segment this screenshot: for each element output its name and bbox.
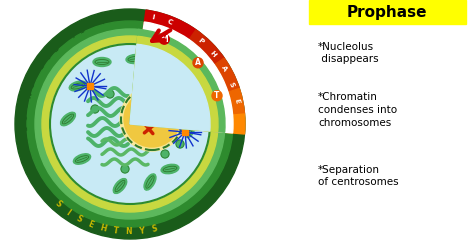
Text: I: I [231,151,237,155]
Text: T: T [223,169,230,176]
Ellipse shape [73,154,91,164]
Ellipse shape [193,58,203,68]
Text: N: N [125,227,132,237]
Circle shape [161,123,164,125]
Wedge shape [130,89,245,124]
Text: N: N [22,91,30,98]
Text: ₁: ₁ [187,211,193,217]
Wedge shape [130,44,210,131]
Circle shape [15,9,245,239]
Text: P: P [197,37,204,45]
Text: E: E [19,125,25,130]
Text: E: E [233,98,240,104]
Ellipse shape [212,91,222,101]
Wedge shape [130,114,245,134]
Text: ₂: ₂ [89,20,94,27]
Text: A: A [43,51,51,59]
Ellipse shape [61,112,75,126]
Circle shape [50,44,210,204]
Text: P: P [207,192,215,200]
Circle shape [124,91,180,147]
Text: G: G [215,181,223,189]
Text: F: F [232,144,239,149]
Text: G: G [77,24,85,32]
Text: C: C [166,19,173,26]
Circle shape [121,165,129,173]
Ellipse shape [161,164,179,174]
Text: C: C [19,114,26,120]
Text: *Separation
of centrosomes: *Separation of centrosomes [318,165,399,187]
Text: R: R [228,156,236,163]
Text: T: T [112,226,119,236]
Circle shape [161,150,169,158]
Ellipse shape [69,81,87,91]
Circle shape [145,120,147,123]
Circle shape [176,140,184,148]
Circle shape [120,87,184,151]
Wedge shape [130,92,233,124]
Wedge shape [130,36,218,132]
Text: S: S [228,81,235,88]
Circle shape [138,112,142,115]
Text: H: H [209,49,217,58]
Text: (: ( [69,30,74,36]
Circle shape [106,90,114,98]
Text: M: M [160,35,168,44]
Text: ): ) [100,16,104,23]
Ellipse shape [144,174,156,190]
Circle shape [27,21,233,227]
Text: T: T [214,91,220,100]
Circle shape [136,70,144,78]
Text: Y: Y [138,227,145,236]
Text: E: E [87,219,95,230]
Wedge shape [130,10,196,124]
Circle shape [156,100,164,108]
Ellipse shape [170,73,186,85]
Ellipse shape [113,179,127,193]
Text: P: P [50,43,58,51]
Ellipse shape [185,120,195,138]
Text: (: ( [198,202,204,209]
Wedge shape [130,58,239,124]
Ellipse shape [159,34,169,44]
Wedge shape [130,22,189,124]
Wedge shape [130,40,214,124]
Wedge shape [130,65,228,124]
FancyBboxPatch shape [309,0,466,24]
Wedge shape [130,29,225,132]
Circle shape [155,110,157,113]
Text: Prophase: Prophase [347,4,427,20]
Circle shape [153,124,155,126]
Wedge shape [130,115,233,133]
Text: I: I [64,208,72,217]
Text: D: D [26,80,34,88]
Bar [87,83,93,89]
Text: S: S [53,199,63,209]
Bar [182,129,188,135]
Text: *Nucleolus
 disappears: *Nucleolus disappears [318,42,379,64]
Text: O: O [20,102,27,109]
Text: *Chromatin
condenses into
chromosomes: *Chromatin condenses into chromosomes [318,92,397,128]
Text: S: S [226,163,233,170]
Text: H: H [99,223,107,234]
Text: G: G [191,206,200,214]
Text: S: S [74,214,83,224]
Circle shape [35,29,225,219]
Circle shape [91,105,99,113]
Text: S: S [151,224,158,234]
Text: S: S [20,136,27,142]
Text: A: A [195,58,201,67]
Text: ): ) [181,214,187,221]
Text: A: A [219,64,228,72]
Text: A: A [211,186,219,194]
Text: I: I [151,14,155,21]
Text: G: G [36,60,44,68]
Ellipse shape [126,55,144,63]
Ellipse shape [93,58,111,66]
Wedge shape [130,30,224,124]
Circle shape [42,36,218,212]
